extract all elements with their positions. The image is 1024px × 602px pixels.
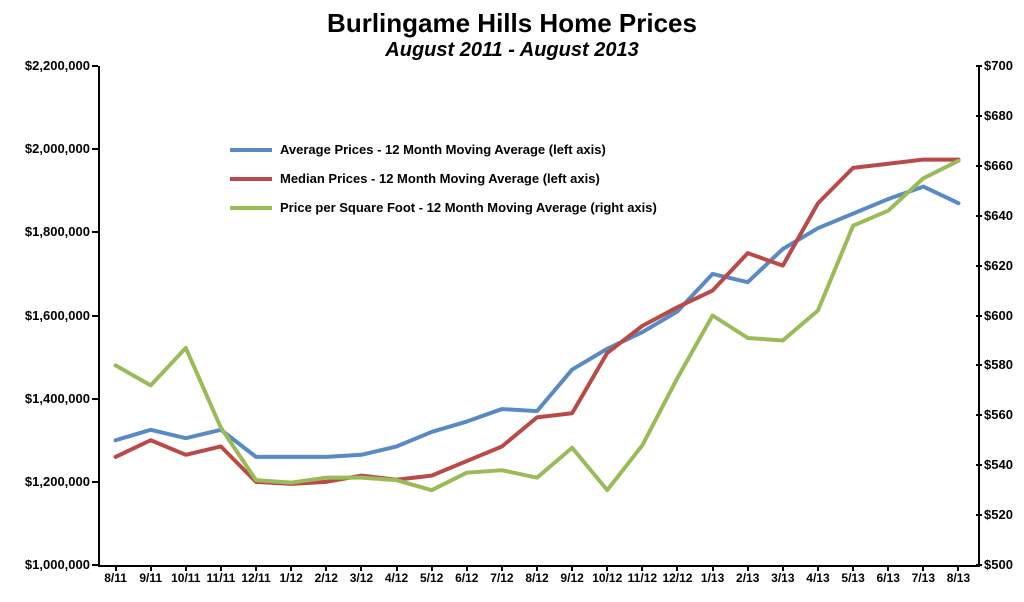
chart-lines	[0, 0, 1024, 602]
series-line	[116, 160, 959, 484]
series-line	[116, 161, 959, 490]
